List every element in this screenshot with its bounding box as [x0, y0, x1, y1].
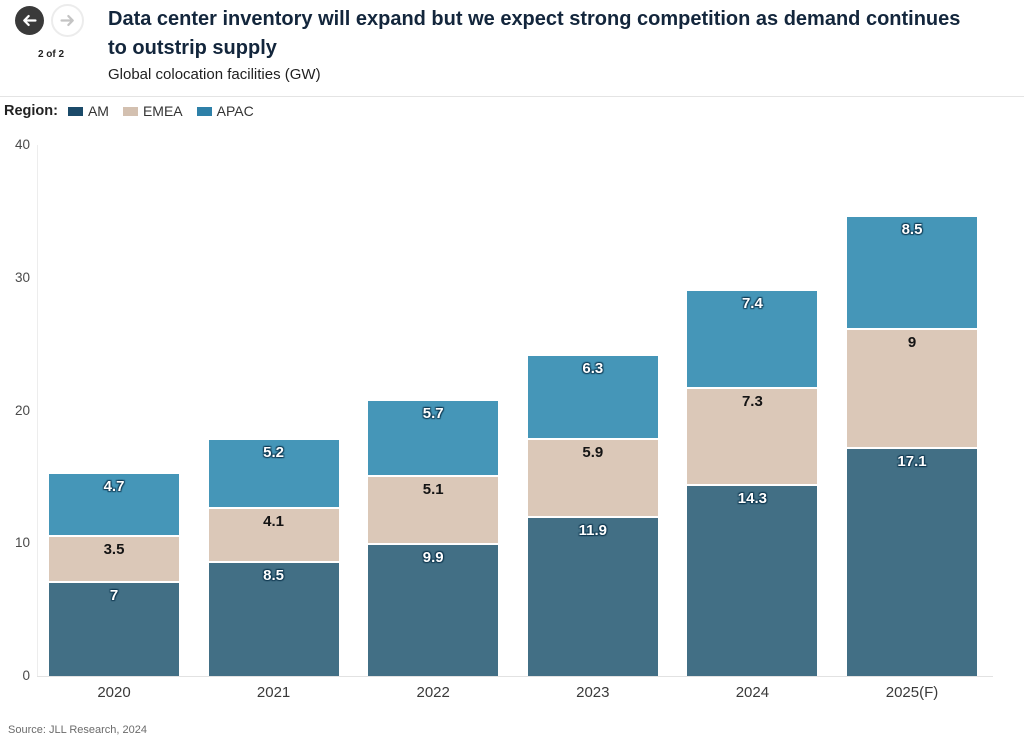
x-tick-label-2025(F): 2025(F) [885, 684, 939, 701]
bar-value-label: 5.7 [422, 405, 444, 423]
bar-value-label: 7.3 [741, 393, 763, 411]
x-tick-label-2021: 2021 [256, 684, 291, 701]
bar-segment-emea-2023[interactable]: 5.9 [527, 439, 658, 519]
bar-value-label: 8.5 [901, 220, 923, 238]
page-title: Data center inventory will expand but we… [108, 8, 961, 59]
chart-legend: Region: AM EMEA APAC [4, 103, 268, 119]
bar-segment-apac-2022[interactable]: 5.7 [368, 401, 499, 477]
x-axis-baseline [37, 676, 993, 677]
bar-value-label: 9 [907, 333, 917, 351]
bar-segment-emea-2020[interactable]: 3.5 [49, 536, 179, 584]
forward-arrow-icon [59, 12, 76, 29]
bar-segment-emea-2022[interactable]: 5.1 [368, 476, 499, 545]
x-tick-label-2022: 2022 [416, 684, 450, 701]
x-tick-label-2023: 2023 [576, 684, 610, 701]
legend-label: APAC [216, 103, 254, 119]
bar-value-label: 3.5 [103, 540, 125, 558]
bar-value-label: 7.4 [741, 295, 763, 313]
bar-segment-am-2020[interactable]: 7 [49, 583, 179, 676]
bar-value-label: 6.3 [582, 360, 604, 378]
bar-value-label: 5.2 [263, 443, 285, 461]
bar-value-label: 4.1 [263, 512, 285, 530]
back-button[interactable] [15, 6, 44, 35]
bar-segment-am-2021[interactable]: 8.5 [208, 563, 339, 676]
y-tick-label-30: 30 [14, 269, 30, 285]
legend-label: AM [87, 103, 109, 119]
bar-value-label: 9.9 [422, 548, 444, 566]
bar-segment-apac-2020[interactable]: 4.7 [49, 474, 179, 537]
bar-value-label: 11.9 [578, 522, 607, 540]
bar-segment-am-2024[interactable]: 14.3 [687, 486, 818, 676]
bar-value-label: 14.3 [737, 490, 767, 508]
bar-segment-am-2022[interactable]: 9.9 [368, 544, 499, 676]
bar-segment-emea-2024[interactable]: 7.3 [687, 389, 818, 487]
bar-segment-emea-2025(F)[interactable]: 9 [847, 329, 977, 449]
bar-value-label: 7 [109, 587, 119, 605]
legend-swatch-apac [196, 106, 212, 116]
x-tick-label-2024: 2024 [735, 684, 770, 701]
bar-segment-apac-2023[interactable]: 6.3 [527, 356, 658, 440]
y-axis-line [37, 145, 38, 676]
legend-title: Region: [4, 103, 58, 119]
bar-value-label: 4.7 [103, 478, 125, 496]
y-tick-label-0: 0 [22, 668, 30, 683]
bar-segment-am-2023[interactable]: 11.9 [527, 518, 658, 676]
y-tick-label-10: 10 [14, 535, 30, 551]
forward-button[interactable] [51, 4, 84, 37]
bar-value-label: 5.9 [582, 443, 604, 461]
bar-segment-apac-2025(F)[interactable]: 8.5 [847, 216, 977, 330]
page-indicator: 2 of 2 [37, 49, 65, 60]
bar-segment-apac-2021[interactable]: 5.2 [208, 439, 339, 509]
source-note: Source: JLL Research, 2024 [8, 724, 148, 736]
legend-item-am[interactable]: AM [67, 103, 109, 119]
bar-segment-apac-2024[interactable]: 7.4 [687, 291, 818, 390]
legend-swatch-emea [122, 106, 138, 116]
header-divider [0, 96, 1024, 97]
bar-segment-emea-2021[interactable]: 4.1 [208, 508, 339, 564]
back-arrow-icon [21, 12, 38, 29]
x-tick-label-2020: 2020 [97, 684, 131, 701]
legend-item-apac[interactable]: APAC [196, 103, 254, 119]
bar-segment-am-2025(F)[interactable]: 17.1 [847, 448, 977, 676]
bar-value-label: 5.1 [422, 480, 444, 498]
legend-label: EMEA [142, 103, 183, 119]
y-tick-label-20: 20 [14, 402, 30, 418]
bar-value-label: 17.1 [897, 452, 927, 470]
bar-value-label: 8.5 [263, 567, 285, 585]
legend-item-emea[interactable]: EMEA [122, 103, 183, 119]
legend-swatch-am [67, 106, 83, 116]
chart-subtitle: Global colocation facilities (GW) [108, 66, 321, 83]
y-tick-label-40: 40 [14, 137, 30, 152]
